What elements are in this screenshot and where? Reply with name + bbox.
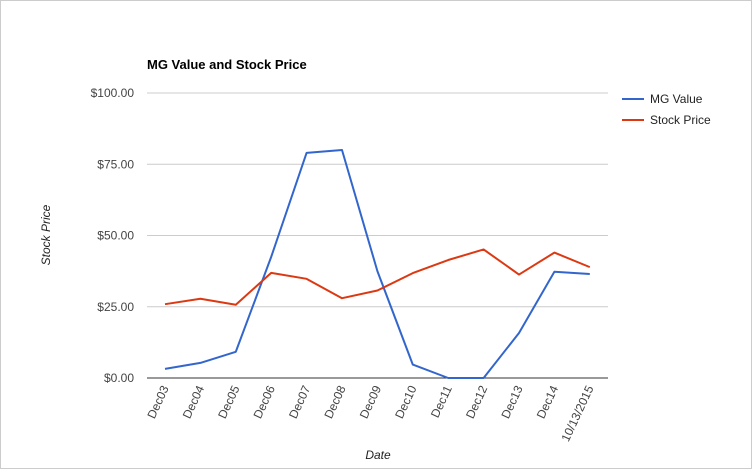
x-tick-label: Dec08 xyxy=(321,383,348,421)
data-point-stock-price[interactable] xyxy=(410,270,416,276)
x-tick-label: Dec05 xyxy=(215,383,242,421)
x-tick-label: Dec10 xyxy=(392,383,419,421)
y-axis-label: Stock Price xyxy=(39,204,53,265)
data-point-stock-price[interactable] xyxy=(233,302,239,308)
series-lines xyxy=(162,147,593,381)
x-tick-label: Dec03 xyxy=(144,383,171,421)
data-point-mg-value[interactable] xyxy=(410,362,416,368)
data-point-stock-price[interactable] xyxy=(162,301,168,307)
y-axis-ticks: $0.00 $25.00 $50.00 $75.00 $100.00 xyxy=(91,86,135,385)
x-tick-label: Dec13 xyxy=(498,383,525,421)
data-point-stock-price[interactable] xyxy=(339,295,345,301)
grid-lines xyxy=(147,92,608,379)
data-point-mg-value[interactable] xyxy=(339,147,345,153)
y-tick-label: $75.00 xyxy=(97,157,134,171)
data-point-stock-price[interactable] xyxy=(551,250,557,256)
data-point-stock-price[interactable] xyxy=(197,296,203,302)
data-point-mg-value[interactable] xyxy=(162,366,168,372)
data-point-mg-value[interactable] xyxy=(551,269,557,275)
data-point-stock-price[interactable] xyxy=(516,272,522,278)
data-point-stock-price[interactable] xyxy=(374,288,380,294)
legend-label-stock-price: Stock Price xyxy=(650,113,711,127)
x-tick-label: Dec06 xyxy=(251,383,278,421)
chart-title: MG Value and Stock Price xyxy=(147,57,307,72)
x-axis-ticks: Dec03 Dec04 Dec05 Dec06 Dec07 Dec08 Dec09 Dec10… xyxy=(144,383,596,444)
y-tick-label: $25.00 xyxy=(97,300,134,314)
data-point-stock-price[interactable] xyxy=(268,270,274,276)
x-tick-label: Dec14 xyxy=(534,383,561,421)
data-point-mg-value[interactable] xyxy=(481,375,487,381)
data-point-mg-value[interactable] xyxy=(445,375,451,381)
data-point-mg-value[interactable] xyxy=(197,360,203,366)
legend[interactable]: MG Value Stock Price xyxy=(622,92,711,127)
x-axis-label: Date xyxy=(365,448,391,462)
y-tick-label: $0.00 xyxy=(104,371,134,385)
x-tick-label: Dec09 xyxy=(357,383,384,421)
data-point-stock-price[interactable] xyxy=(587,264,593,270)
series-line-stock-price[interactable] xyxy=(164,248,591,306)
data-point-mg-value[interactable] xyxy=(268,254,274,260)
data-point-stock-price[interactable] xyxy=(445,257,451,263)
data-point-mg-value[interactable] xyxy=(374,268,380,274)
data-point-mg-value[interactable] xyxy=(516,330,522,336)
data-point-mg-value[interactable] xyxy=(587,271,593,277)
series-line-mg-value[interactable] xyxy=(164,149,590,379)
y-tick-label: $50.00 xyxy=(97,229,134,243)
legend-label-mg-value: MG Value xyxy=(650,92,703,106)
data-point-stock-price[interactable] xyxy=(481,246,487,252)
data-point-stock-price[interactable] xyxy=(304,276,310,282)
x-tick-label: Dec07 xyxy=(286,383,313,421)
x-tick-label: 10/13/2015 xyxy=(558,383,596,444)
y-tick-label: $100.00 xyxy=(91,86,135,100)
data-point-mg-value[interactable] xyxy=(233,349,239,355)
x-tick-label: Dec12 xyxy=(463,383,490,421)
x-tick-label: Dec11 xyxy=(428,383,455,420)
x-tick-label: Dec04 xyxy=(180,383,207,421)
data-point-mg-value[interactable] xyxy=(304,150,310,156)
